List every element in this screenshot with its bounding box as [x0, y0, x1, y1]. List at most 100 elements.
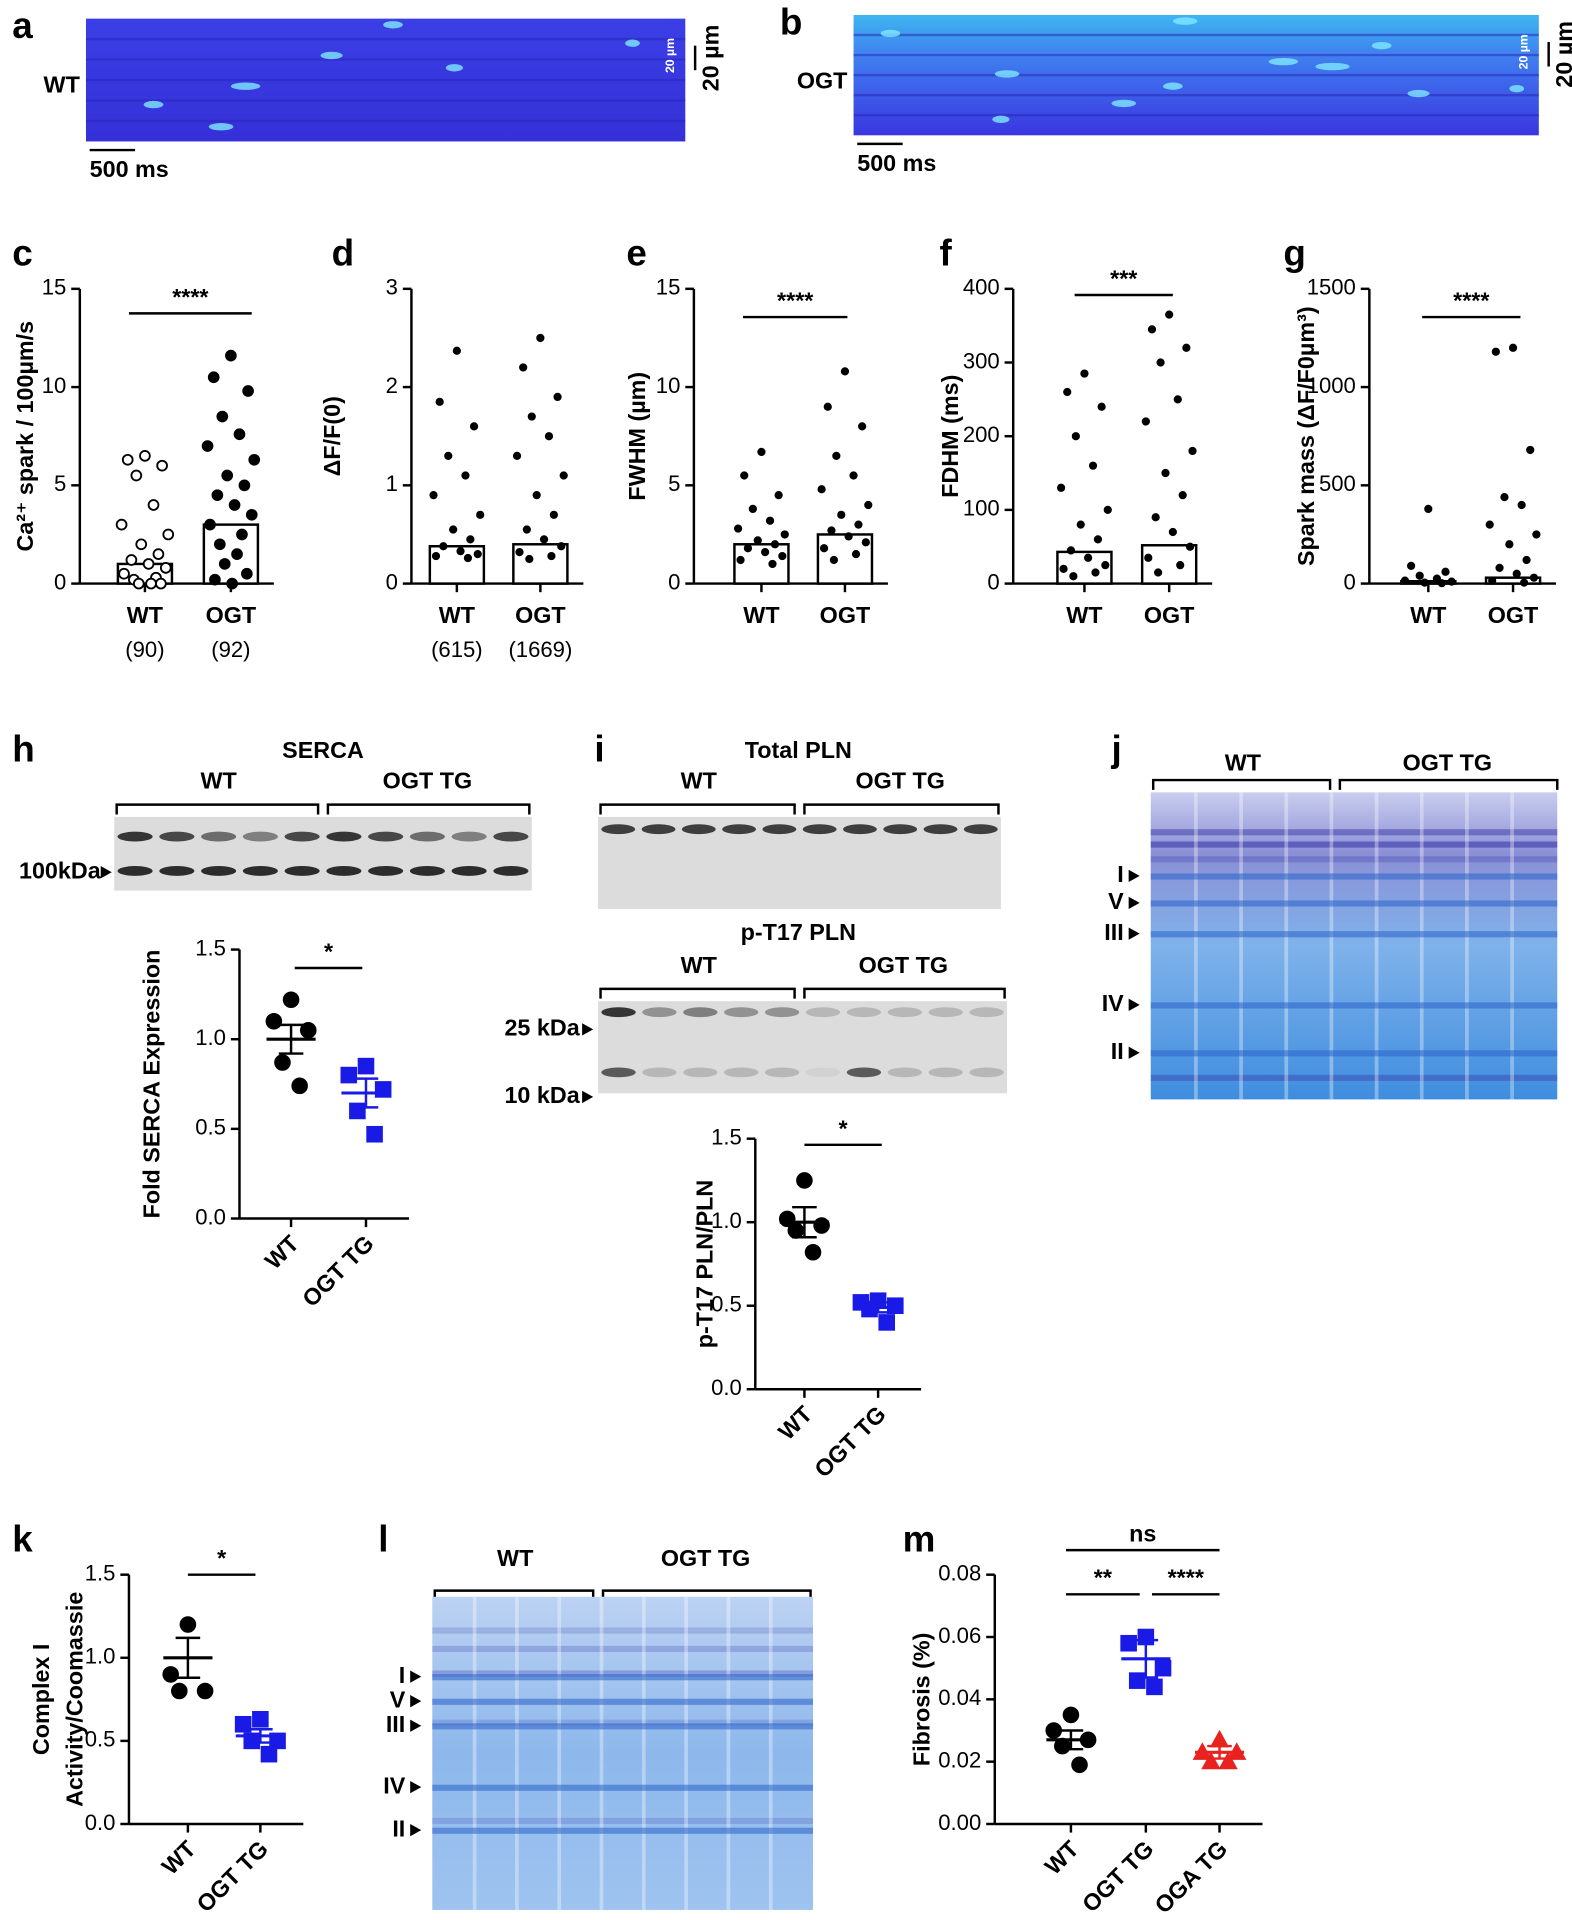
scale-label: 500 ms: [90, 156, 169, 182]
blot: [114, 816, 532, 891]
data-point: [740, 471, 749, 480]
panel-letter: a: [12, 5, 33, 46]
data-point: [209, 573, 221, 586]
data-point: [819, 544, 829, 553]
panel-letter: d: [332, 232, 355, 273]
panel-letter: b: [780, 2, 803, 43]
calcium-spark: [994, 70, 1020, 78]
gel-stripe: [432, 1627, 814, 1634]
gel-stripe: [1150, 1074, 1558, 1081]
group-label: OGT TG: [661, 1545, 750, 1571]
panel-letter: c: [12, 232, 32, 273]
group-bracket: [1151, 778, 1332, 790]
data-point: [1128, 1672, 1146, 1689]
data-point: [226, 577, 238, 590]
data-point: [1161, 468, 1170, 478]
data-point: [536, 333, 545, 343]
gel-stripe: [1150, 841, 1558, 848]
data-point: [429, 491, 438, 500]
arrowhead: [410, 1670, 422, 1683]
complex-band: [432, 1698, 814, 1705]
data-point: [532, 491, 541, 500]
data-point: [274, 1054, 291, 1071]
arrowhead: [410, 1695, 422, 1708]
blot-title: p-T17 PLN: [741, 919, 856, 945]
data-point: [1146, 1678, 1163, 1696]
significance-label: ns: [1129, 1521, 1156, 1547]
image-label: WT: [44, 71, 80, 97]
data-point: [125, 554, 138, 566]
calcium-spark: [1407, 89, 1430, 98]
calcium-spark: [320, 51, 343, 60]
group-bracket: [326, 803, 531, 815]
gel-stripe: [432, 1645, 814, 1653]
x-tick-label: OGT TG: [192, 1836, 274, 1918]
complex-band: [432, 1674, 814, 1681]
blot-band: [601, 1067, 636, 1078]
calcium-spark: [1315, 62, 1350, 71]
y-tick-label: 10: [42, 373, 67, 398]
x-tick-label: OGT: [1488, 602, 1539, 628]
n-label: (615): [431, 637, 483, 662]
complex-band: [432, 1827, 814, 1834]
n-label: (1669): [508, 637, 572, 662]
data-point: [1103, 505, 1112, 515]
y-tick-label: 1000: [1307, 373, 1356, 398]
data-point: [1168, 527, 1177, 537]
blot-band: [642, 1067, 677, 1078]
y-tick-label: 200: [963, 422, 1000, 447]
y-tick-label: 0.5: [195, 1115, 226, 1140]
data-point: [768, 559, 777, 569]
group-label: WT: [200, 768, 236, 794]
y-tick-label: 0.0: [711, 1375, 742, 1400]
data-point: [765, 516, 775, 525]
data-point: [1529, 573, 1539, 582]
gel-stripe: [432, 1719, 814, 1726]
arrowhead: [582, 1023, 594, 1036]
y-axis-label: Fold SERCA Expression: [139, 950, 165, 1219]
group-label: WT: [681, 952, 717, 978]
complex-band: [1150, 1002, 1558, 1009]
data-point: [553, 392, 562, 402]
x-tick-label: WT: [773, 1401, 817, 1445]
blot-band: [846, 1067, 882, 1078]
blot-band: [451, 831, 487, 842]
data-point: [162, 528, 175, 541]
blot-band: [368, 866, 404, 876]
data-point: [196, 1682, 214, 1700]
calcium-spark: [445, 64, 464, 72]
blot-band: [326, 866, 362, 876]
blot-title: Total PLN: [745, 737, 852, 763]
data-point: [171, 1682, 188, 1700]
data-point: [476, 510, 485, 519]
data-point: [778, 551, 787, 561]
complex-label: III: [1104, 919, 1123, 945]
blot-band: [928, 1007, 963, 1018]
data-point: [748, 504, 757, 514]
panel-letter: e: [626, 232, 646, 273]
arrowhead: [100, 866, 112, 879]
scale-label: 500 ms: [857, 150, 936, 176]
data-point: [1500, 493, 1509, 502]
group-bracket: [599, 803, 796, 815]
blot-band: [887, 1007, 922, 1018]
significance-label: *: [324, 938, 334, 964]
data-point: [1091, 568, 1100, 577]
blot-band: [117, 831, 153, 842]
panel-letter: k: [12, 1518, 33, 1559]
y-axis-label: Complex I: [28, 1644, 54, 1755]
error-bar: [248, 1728, 273, 1744]
data-point: [753, 536, 762, 545]
data-point: [1071, 1756, 1088, 1774]
data-point: [512, 451, 522, 460]
panel-letter: i: [594, 729, 604, 770]
error-bar: [1133, 1638, 1159, 1679]
panel-letter: j: [1110, 729, 1121, 770]
data-point: [1415, 571, 1424, 580]
scale-label: 20 µm: [697, 25, 723, 92]
data-point: [829, 555, 839, 565]
data-point: [813, 1217, 830, 1234]
y-tick-label: 400: [963, 275, 1000, 300]
error-bar: [1058, 1729, 1084, 1751]
y-tick-label: 0: [386, 569, 398, 594]
